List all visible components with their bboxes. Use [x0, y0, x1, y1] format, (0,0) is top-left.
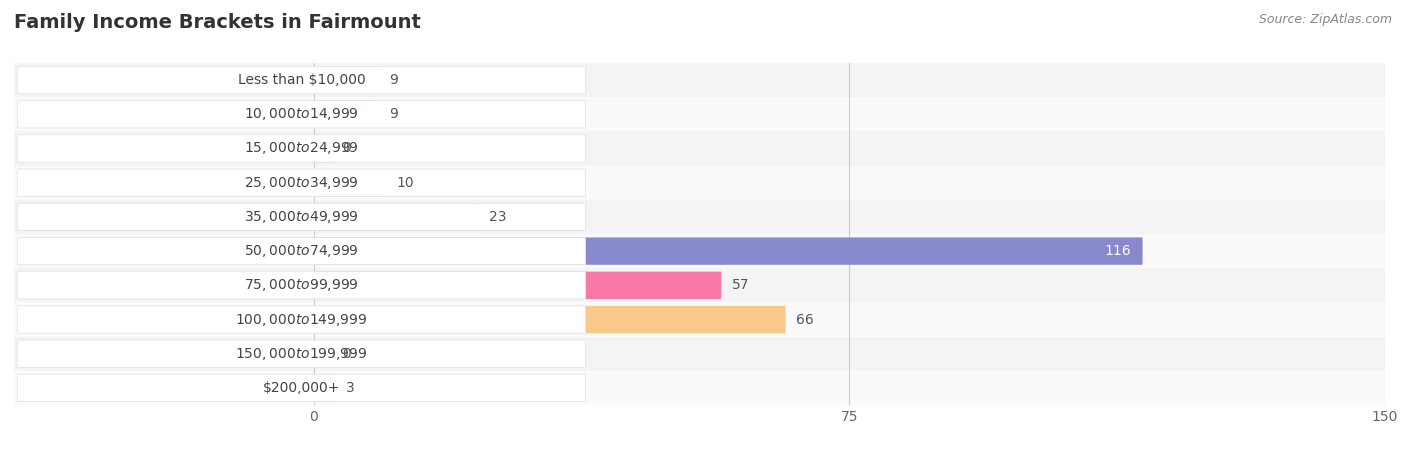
- Text: Source: ZipAtlas.com: Source: ZipAtlas.com: [1258, 14, 1392, 27]
- Bar: [14, 200, 1385, 234]
- Text: 116: 116: [1105, 244, 1132, 258]
- Bar: [14, 234, 1385, 268]
- FancyBboxPatch shape: [17, 306, 586, 333]
- Bar: [14, 337, 1385, 371]
- Bar: [14, 302, 1385, 337]
- FancyBboxPatch shape: [314, 272, 721, 299]
- FancyBboxPatch shape: [314, 135, 332, 162]
- Text: $10,000 to $14,999: $10,000 to $14,999: [245, 106, 359, 122]
- FancyBboxPatch shape: [17, 203, 586, 230]
- FancyBboxPatch shape: [17, 135, 586, 162]
- Text: 9: 9: [389, 73, 398, 87]
- Bar: [14, 63, 1385, 97]
- Text: 10: 10: [396, 176, 413, 190]
- FancyBboxPatch shape: [17, 169, 586, 196]
- FancyBboxPatch shape: [314, 67, 378, 94]
- Text: $50,000 to $74,999: $50,000 to $74,999: [245, 243, 359, 259]
- FancyBboxPatch shape: [17, 67, 586, 94]
- Bar: [14, 371, 1385, 405]
- Text: 23: 23: [489, 210, 506, 224]
- Text: Family Income Brackets in Fairmount: Family Income Brackets in Fairmount: [14, 14, 420, 32]
- Text: Less than $10,000: Less than $10,000: [238, 73, 366, 87]
- Bar: [14, 131, 1385, 166]
- FancyBboxPatch shape: [314, 340, 332, 367]
- Text: 0: 0: [343, 141, 352, 156]
- FancyBboxPatch shape: [314, 101, 378, 128]
- Bar: [14, 268, 1385, 302]
- Text: 57: 57: [731, 278, 749, 293]
- FancyBboxPatch shape: [17, 340, 586, 367]
- FancyBboxPatch shape: [314, 203, 478, 230]
- FancyBboxPatch shape: [17, 374, 586, 401]
- Bar: [14, 166, 1385, 200]
- FancyBboxPatch shape: [314, 169, 385, 196]
- Text: $25,000 to $34,999: $25,000 to $34,999: [245, 175, 359, 191]
- FancyBboxPatch shape: [314, 374, 336, 401]
- Text: 66: 66: [796, 312, 814, 327]
- FancyBboxPatch shape: [17, 238, 586, 265]
- Text: $150,000 to $199,999: $150,000 to $199,999: [235, 346, 367, 362]
- Text: $200,000+: $200,000+: [263, 381, 340, 395]
- FancyBboxPatch shape: [314, 306, 786, 333]
- Text: $35,000 to $49,999: $35,000 to $49,999: [245, 209, 359, 225]
- Text: $100,000 to $149,999: $100,000 to $149,999: [235, 311, 367, 328]
- Text: 3: 3: [346, 381, 354, 395]
- FancyBboxPatch shape: [17, 272, 586, 299]
- Text: $15,000 to $24,999: $15,000 to $24,999: [245, 140, 359, 157]
- Text: 0: 0: [343, 346, 352, 361]
- FancyBboxPatch shape: [17, 101, 586, 128]
- Text: $75,000 to $99,999: $75,000 to $99,999: [245, 277, 359, 293]
- Bar: [14, 97, 1385, 131]
- FancyBboxPatch shape: [314, 238, 1143, 265]
- Text: 9: 9: [389, 107, 398, 122]
